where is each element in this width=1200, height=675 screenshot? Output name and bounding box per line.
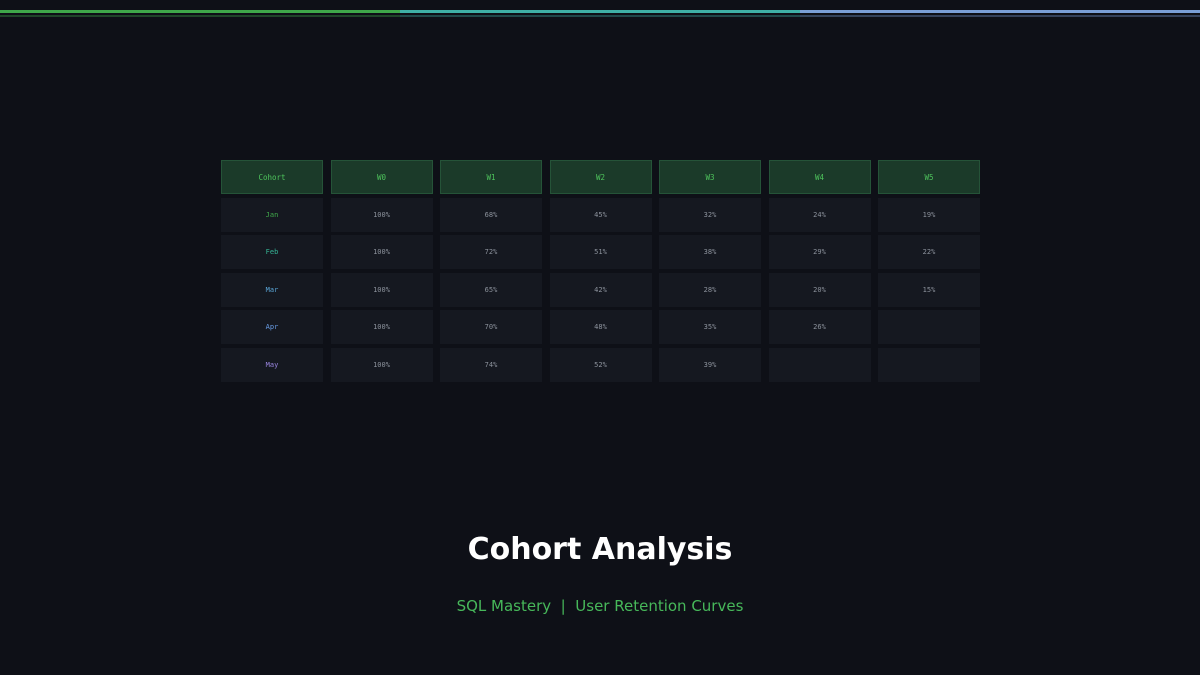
column-header-w4: W4 (768, 160, 871, 194)
retention-cell-jan-w2: 45% (549, 197, 652, 232)
accent-shadow-blue (800, 15, 1200, 17)
cohort-label-may: May (221, 347, 323, 382)
retention-cell-may-w5 (878, 347, 980, 382)
cohort-label-mar: Mar (221, 272, 323, 307)
retention-cell-apr-w1: 70% (440, 310, 542, 344)
retention-cell-mar-w2: 42% (549, 272, 652, 307)
retention-cell-may-w3: 39% (659, 347, 761, 382)
cohort-retention-table: Cohort W0 W1 W2 W3 W4 W5 Jan 100% 68% 45% 32% 24% 19%… (221, 160, 980, 382)
retention-cell-mar-w0: 100% (330, 272, 433, 307)
accent-segment-teal (400, 10, 800, 13)
page-subtitle: SQL Mastery | User Retention Curves (456, 597, 744, 615)
accent-segment-green (0, 10, 400, 13)
retention-cell-may-w4 (768, 347, 871, 382)
retention-cell-jan-w5: 19% (878, 197, 980, 232)
column-header-w5: W5 (878, 160, 980, 194)
cohort-label-apr: Apr (221, 310, 323, 344)
accent-shadow-teal (400, 15, 800, 17)
retention-cell-feb-w5: 22% (878, 235, 980, 269)
retention-cell-jan-w4: 24% (768, 197, 871, 232)
retention-cell-feb-w0: 100% (330, 235, 433, 269)
retention-cell-may-w1: 74% (440, 347, 542, 382)
retention-cell-mar-w5: 15% (878, 272, 980, 307)
column-header-w2: W2 (549, 160, 652, 194)
retention-cell-feb-w4: 29% (768, 235, 871, 269)
column-header-w0: W0 (330, 160, 433, 194)
accent-segment-blue (800, 10, 1200, 13)
cohort-label-jan: Jan (221, 197, 323, 232)
cohort-label-feb: Feb (221, 235, 323, 269)
retention-cell-feb-w1: 72% (440, 235, 542, 269)
retention-cell-feb-w3: 38% (659, 235, 761, 269)
page-title: Cohort Analysis (467, 532, 733, 567)
retention-cell-may-w0: 100% (330, 347, 433, 382)
retention-cell-mar-w1: 65% (440, 272, 542, 307)
retention-cell-apr-w4: 26% (768, 310, 871, 344)
retention-cell-apr-w3: 35% (659, 310, 761, 344)
top-accent-bar (0, 10, 1200, 13)
retention-cell-mar-w4: 20% (768, 272, 871, 307)
retention-cell-may-w2: 52% (549, 347, 652, 382)
retention-cell-jan-w1: 68% (440, 197, 542, 232)
top-accent-bar-shadow (0, 15, 1200, 17)
column-header-w1: W1 (440, 160, 542, 194)
column-header-w3: W3 (659, 160, 761, 194)
retention-cell-apr-w0: 100% (330, 310, 433, 344)
retention-cell-mar-w3: 28% (659, 272, 761, 307)
retention-cell-apr-w5 (878, 310, 980, 344)
accent-shadow-green (0, 15, 400, 17)
retention-cell-feb-w2: 51% (549, 235, 652, 269)
retention-cell-apr-w2: 48% (549, 310, 652, 344)
retention-cell-jan-w3: 32% (659, 197, 761, 232)
retention-cell-jan-w0: 100% (330, 197, 433, 232)
column-header-cohort: Cohort (221, 160, 323, 194)
